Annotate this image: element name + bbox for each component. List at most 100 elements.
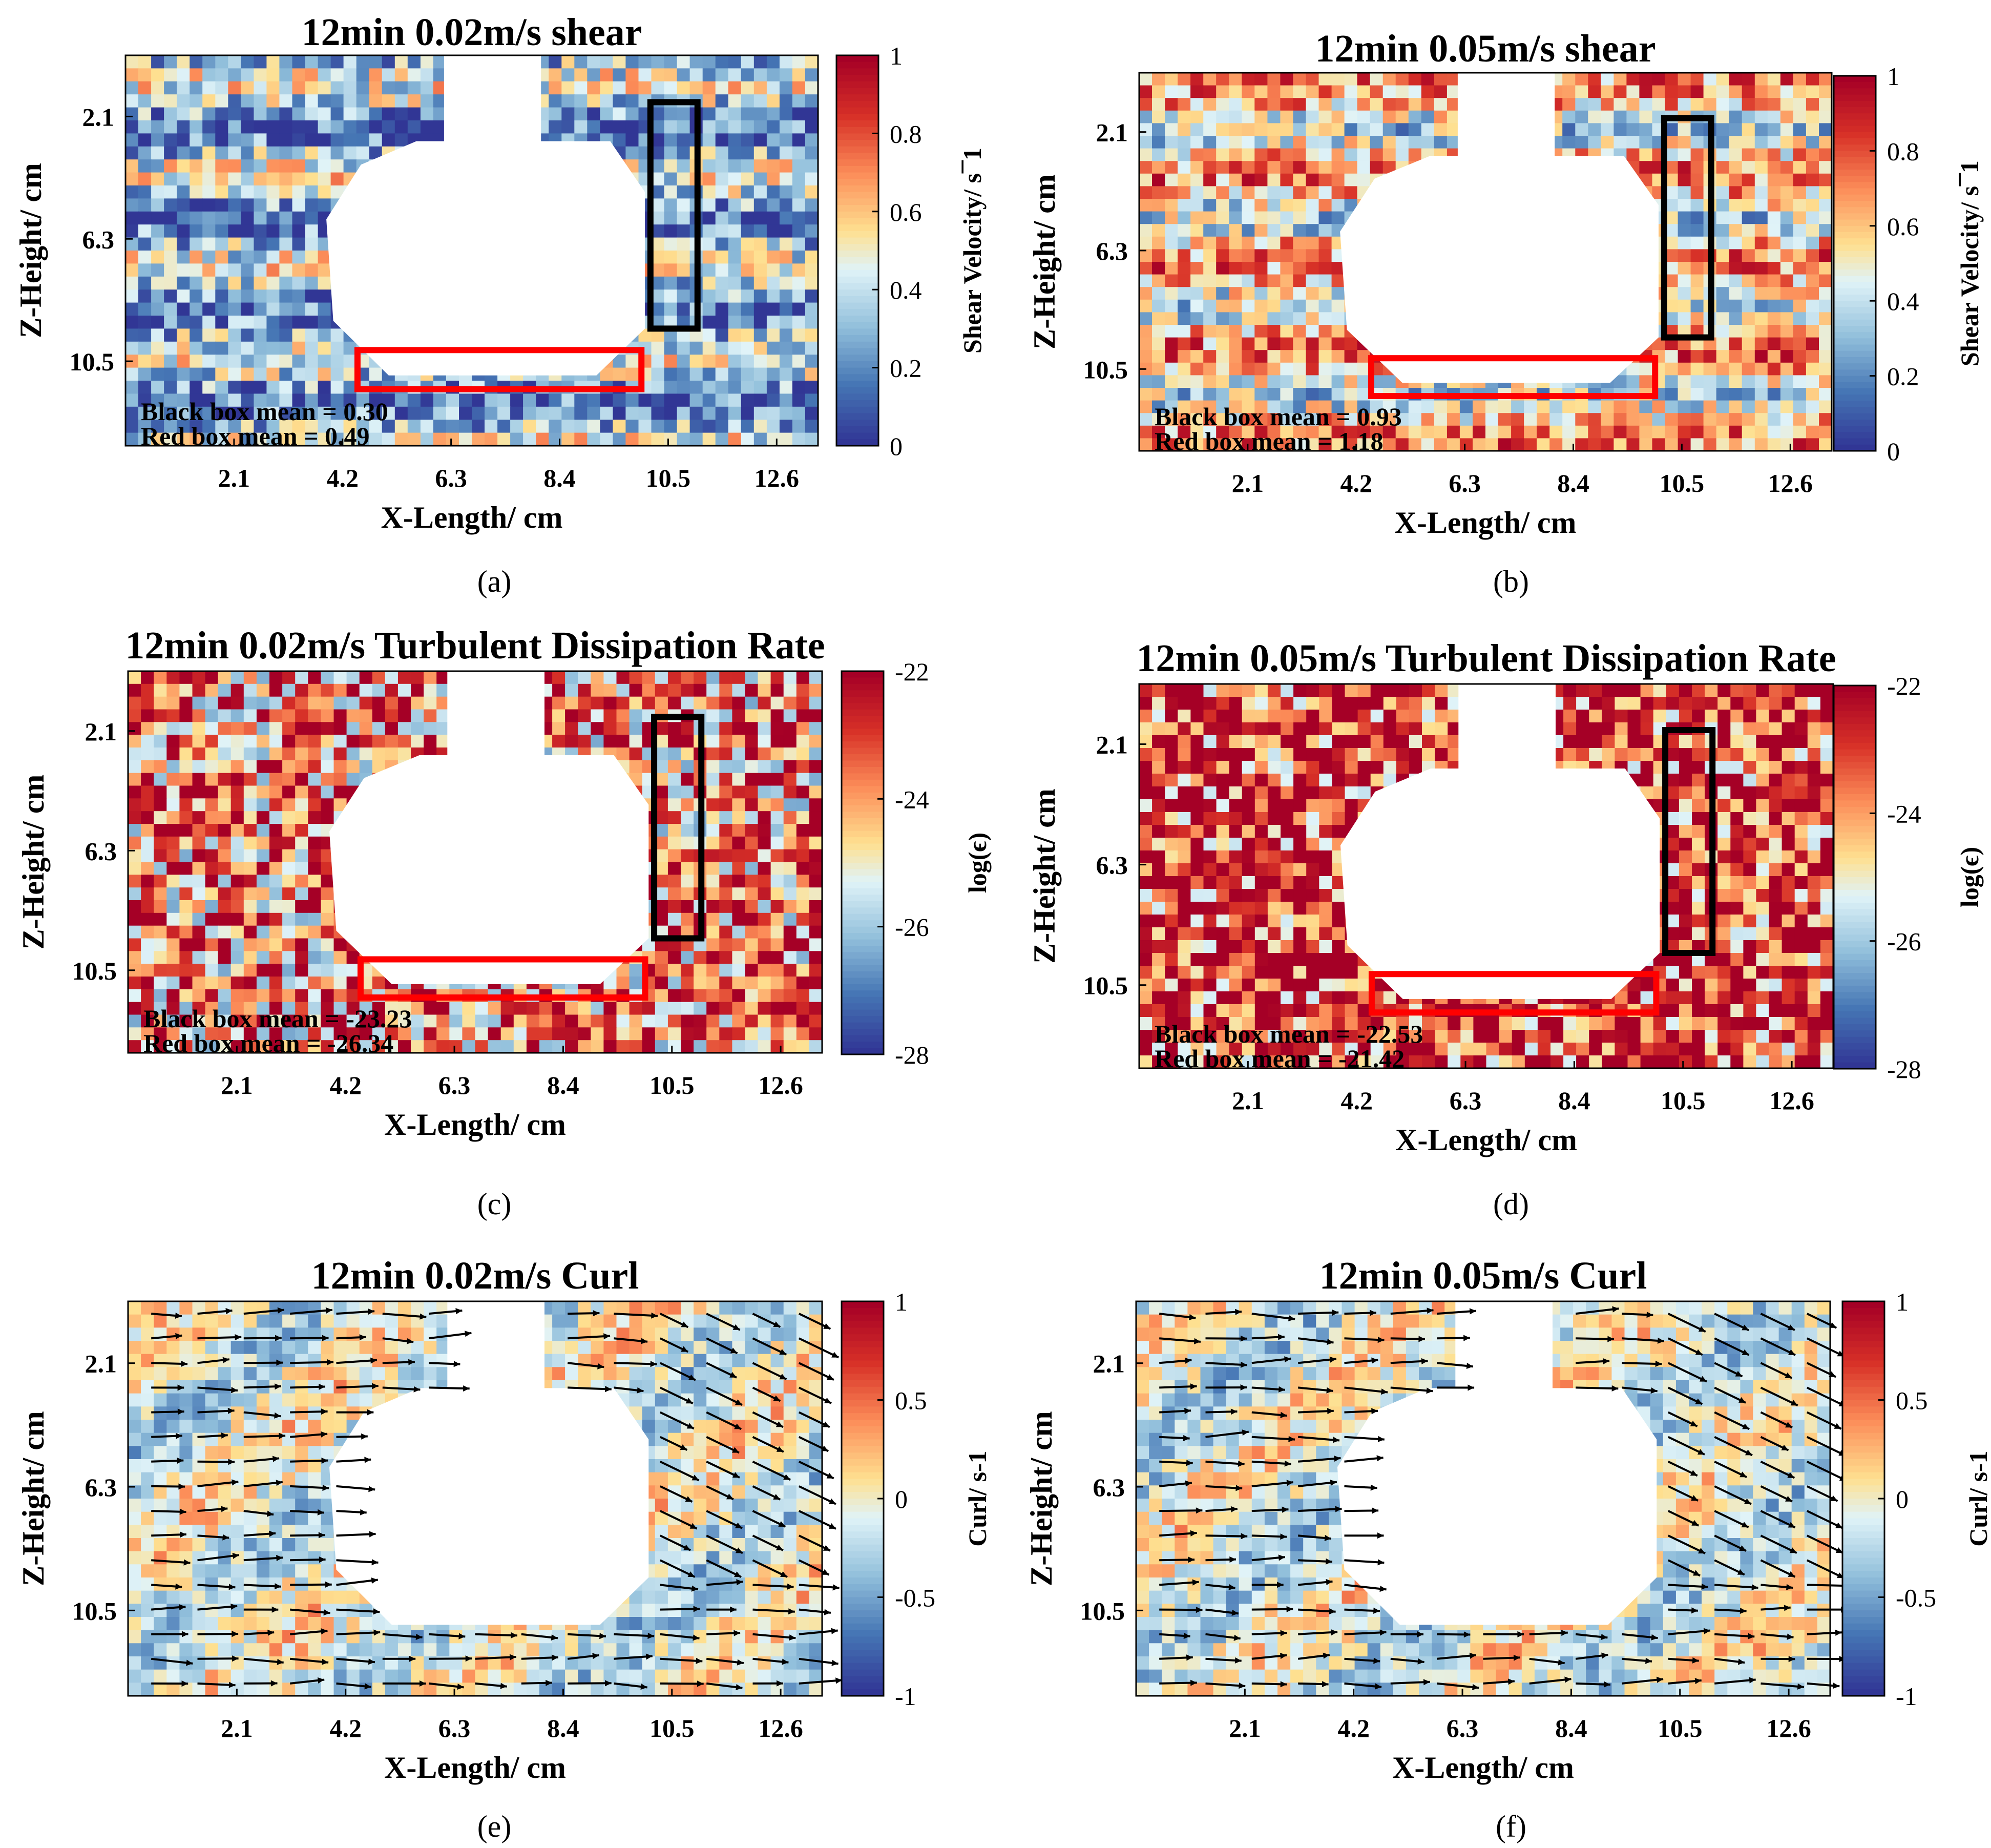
colorbar-segment — [1834, 144, 1876, 152]
heatmap-cell — [1242, 236, 1255, 250]
heatmap-cell — [1293, 325, 1307, 338]
heatmap-cell — [1742, 287, 1755, 300]
y-tick-label: 10.5 — [70, 347, 115, 376]
heatmap-cell — [266, 172, 280, 186]
heatmap-cell — [728, 146, 742, 160]
heatmap-cell — [1421, 413, 1435, 426]
heatmap-cell — [282, 735, 296, 748]
heatmap-cell — [741, 172, 755, 186]
heatmap-cell — [1537, 425, 1550, 439]
heatmap-cell — [629, 683, 643, 697]
heatmap-cell — [305, 55, 319, 69]
heatmap-cell — [1357, 173, 1371, 187]
heatmap-cell — [809, 785, 822, 799]
heatmap-cell — [1344, 350, 1358, 363]
colorbar-tick-label: 0 — [1887, 437, 1900, 466]
heatmap-cell — [689, 406, 703, 420]
heatmap-cell — [356, 81, 370, 95]
heatmap-cell — [1729, 161, 1743, 174]
heatmap-cell — [394, 133, 408, 147]
heatmap-cell — [333, 671, 347, 684]
heatmap-cell — [796, 735, 810, 748]
heatmap-cell — [745, 977, 759, 990]
heatmap-cell — [715, 367, 729, 381]
heatmap-cell — [694, 951, 707, 964]
heatmap-cell — [215, 172, 229, 186]
heatmap-cell — [1613, 98, 1627, 111]
heatmap-cell — [138, 355, 152, 368]
heatmap-cell — [1690, 236, 1704, 250]
heatmap-cell — [321, 671, 334, 684]
heatmap-cell — [321, 798, 334, 812]
heatmap-cell — [552, 722, 565, 735]
heatmap-cell — [745, 875, 759, 888]
heatmap-cell — [1806, 123, 1819, 136]
heatmap-cell — [677, 381, 690, 394]
heatmap-cell — [1293, 148, 1307, 161]
heatmap-cell — [1408, 400, 1422, 413]
heatmap-cell — [796, 951, 810, 964]
heatmap-cell — [706, 989, 720, 1003]
heatmap-cell — [472, 432, 485, 446]
heatmap-cell — [166, 696, 180, 710]
heatmap-cell — [215, 355, 229, 368]
heatmap-cell — [1767, 123, 1781, 136]
heatmap-cell — [151, 159, 164, 173]
heatmap-cell — [638, 68, 652, 82]
heatmap-cell — [394, 120, 408, 134]
heatmap-cell — [770, 912, 784, 926]
heatmap-cell — [664, 367, 678, 381]
heatmap-cell — [1652, 85, 1666, 98]
heatmap-cell — [770, 887, 784, 901]
heatmap-cell — [1267, 173, 1281, 187]
heatmap-cell — [318, 198, 331, 212]
colorbar-segment — [836, 270, 878, 277]
heatmap-cell — [385, 722, 399, 735]
heatmap-cell — [1780, 211, 1794, 224]
heatmap-cell — [1280, 199, 1294, 212]
heatmap-cell — [651, 381, 665, 394]
heatmap-cell — [305, 289, 319, 303]
heatmap-cell — [1562, 123, 1576, 136]
heatmap-cell — [677, 237, 690, 251]
heatmap-cell — [603, 1002, 617, 1015]
heatmap-cell — [215, 251, 229, 264]
heatmap-cell — [164, 381, 177, 394]
heatmap-cell — [164, 198, 177, 212]
heatmap-cell — [745, 849, 759, 863]
heatmap-cell — [574, 94, 588, 108]
heatmap-cell — [1216, 299, 1229, 313]
heatmap-cell — [1511, 438, 1524, 451]
heatmap-cell — [1793, 110, 1807, 124]
heatmap-cell — [202, 198, 216, 212]
heatmap-cell — [664, 341, 678, 355]
heatmap-cell — [202, 302, 216, 316]
heatmap-cell — [343, 68, 357, 82]
colorbar-segment — [836, 179, 878, 186]
heatmap-cell — [1331, 325, 1345, 338]
heatmap-cell — [1344, 425, 1358, 439]
heatmap-cell — [190, 81, 203, 95]
heatmap-cell — [694, 964, 707, 977]
heatmap-cell — [1203, 388, 1217, 401]
colorbar-segment — [836, 432, 878, 440]
heatmap-cell — [292, 381, 306, 394]
heatmap-cell — [292, 81, 306, 95]
heatmap-cell — [745, 1002, 759, 1015]
heatmap-cell — [766, 94, 780, 108]
heatmap-cell — [1280, 362, 1294, 376]
heatmap-cell — [1139, 312, 1152, 325]
heatmap-cell — [279, 263, 293, 277]
heatmap-cell — [1344, 148, 1358, 161]
heatmap-cell — [279, 159, 293, 173]
heatmap-cell — [1242, 186, 1255, 199]
heatmap-cell — [681, 836, 694, 850]
heatmap-cell — [1178, 375, 1191, 388]
heatmap-cell — [424, 696, 437, 710]
heatmap-cell — [282, 824, 296, 837]
heatmap-cell — [629, 747, 643, 761]
heatmap-cell — [779, 120, 793, 134]
heatmap-cell — [154, 989, 167, 1003]
heatmap-cell — [318, 276, 331, 290]
heatmap-cell — [177, 185, 190, 199]
